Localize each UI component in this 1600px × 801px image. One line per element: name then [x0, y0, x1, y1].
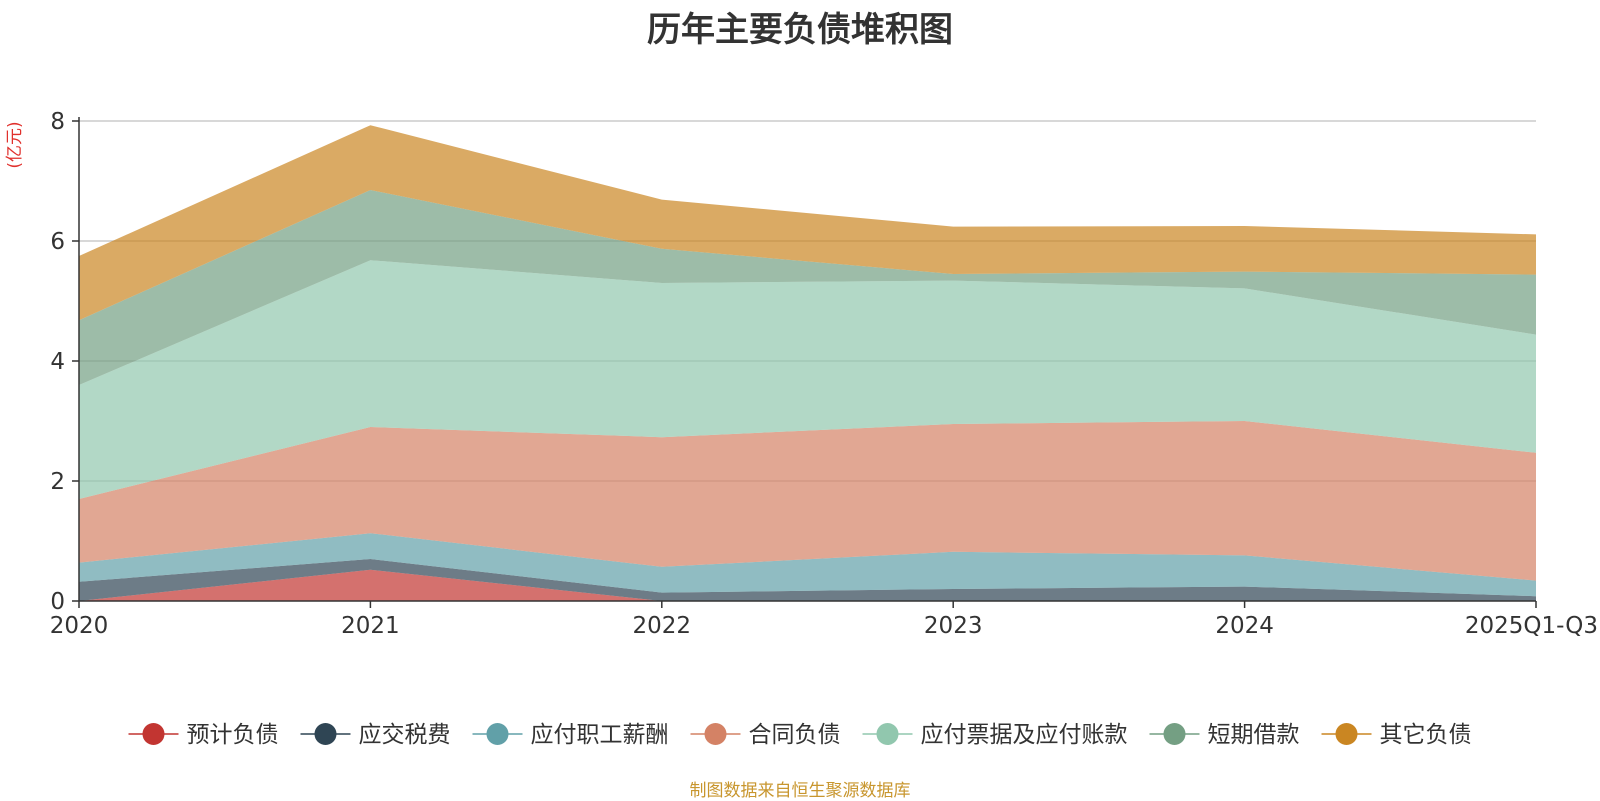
legend-label: 短期借款: [1208, 722, 1300, 748]
legend-item-3[interactable]: 合同负债: [690, 722, 841, 748]
legend-item-4[interactable]: 应付票据及应付账款: [862, 722, 1128, 748]
legend-item-2[interactable]: 应付职工薪酬: [472, 722, 669, 748]
legend-label: 其它负债: [1380, 722, 1472, 748]
x-tick-label: 2020: [50, 613, 109, 639]
area-series-6: [79, 125, 1536, 321]
legend-label: 应付职工薪酬: [531, 722, 669, 748]
y-tick-label: 4: [50, 349, 65, 375]
legend-item-5[interactable]: 短期借款: [1149, 722, 1300, 748]
x-tick-label: 2021: [341, 613, 400, 639]
x-tick-label: 2023: [924, 613, 983, 639]
area-series-2: [79, 533, 1536, 597]
legend-item-1[interactable]: 应交税费: [300, 722, 451, 748]
legend-label: 合同负债: [749, 722, 841, 748]
chart-title: 历年主要负债堆积图: [647, 10, 953, 50]
x-tick-label: 2025Q1-Q3: [1465, 613, 1598, 639]
footer-source: 制图数据来自恒生聚源数据库: [689, 781, 911, 801]
legend-label: 应交税费: [359, 722, 451, 748]
area-series-1: [79, 559, 1536, 601]
legend-circle-icon: [142, 723, 165, 745]
y-tick-label: 6: [50, 229, 65, 255]
area-series-0: [79, 569, 1536, 601]
legend-item-0[interactable]: 预计负债: [128, 722, 279, 748]
legend-item-6[interactable]: 其它负债: [1321, 722, 1472, 748]
area-series-4: [79, 260, 1536, 499]
y-tick-label: 8: [50, 109, 65, 135]
legend-label: 预计负债: [187, 722, 279, 748]
legend-circle-icon: [314, 723, 337, 745]
legend-circle-icon: [704, 723, 727, 745]
axis-layer: 0 2 4 6 8 2020 2021 2022 2023 2024 2025Q1-Q3: [50, 109, 1598, 639]
legend-circle-icon: [876, 723, 899, 745]
x-tick-label: 2024: [1215, 613, 1274, 639]
legend-circle-icon: [1335, 723, 1358, 745]
area-layer: [79, 125, 1536, 601]
x-tick-label: 2022: [633, 613, 692, 639]
area-series-5: [79, 190, 1536, 385]
legend-circle-icon: [486, 723, 509, 745]
legend: 预计负债 应交税费 应付职工薪酬 合同负债 应付票据及应付账款 短期借款 其它负债: [128, 722, 1472, 748]
y-tick-label: 2: [50, 469, 65, 495]
y-axis-unit: (亿元): [5, 121, 25, 168]
area-series-3: [79, 421, 1536, 581]
y-tick-label: 0: [50, 589, 65, 615]
legend-label: 应付票据及应付账款: [921, 722, 1128, 748]
legend-circle-icon: [1163, 723, 1186, 745]
